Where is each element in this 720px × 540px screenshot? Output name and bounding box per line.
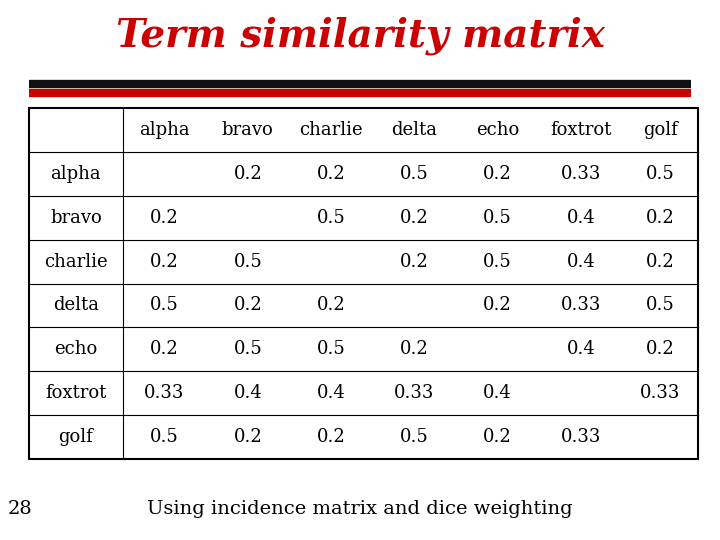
Text: 0.4: 0.4 <box>567 253 595 271</box>
Bar <box>29 108 698 459</box>
Text: 0.5: 0.5 <box>646 296 675 314</box>
Text: bravo: bravo <box>50 208 102 227</box>
Text: charlie: charlie <box>300 121 363 139</box>
Text: 0.2: 0.2 <box>150 208 179 227</box>
Text: delta: delta <box>53 296 99 314</box>
Text: Using incidence matrix and dice weighting: Using incidence matrix and dice weightin… <box>147 501 573 518</box>
Text: 0.4: 0.4 <box>567 340 595 359</box>
Text: foxtrot: foxtrot <box>45 384 107 402</box>
Text: golf: golf <box>643 121 678 139</box>
Text: 0.33: 0.33 <box>394 384 434 402</box>
Text: foxtrot: foxtrot <box>550 121 611 139</box>
Text: 0.2: 0.2 <box>233 428 262 446</box>
Text: charlie: charlie <box>44 253 108 271</box>
Text: golf: golf <box>58 428 93 446</box>
Text: alpha: alpha <box>50 165 102 183</box>
Text: 0.4: 0.4 <box>317 384 346 402</box>
Text: 0.5: 0.5 <box>233 340 262 359</box>
Text: delta: delta <box>391 121 437 139</box>
Text: 0.2: 0.2 <box>483 165 512 183</box>
Text: 0.33: 0.33 <box>561 165 601 183</box>
Text: 0.5: 0.5 <box>233 253 262 271</box>
Text: echo: echo <box>476 121 519 139</box>
Text: 0.33: 0.33 <box>640 384 680 402</box>
Text: 0.5: 0.5 <box>483 253 512 271</box>
Text: 0.2: 0.2 <box>646 253 675 271</box>
Text: 0.5: 0.5 <box>317 340 346 359</box>
Text: 0.4: 0.4 <box>233 384 262 402</box>
Text: 0.33: 0.33 <box>561 296 601 314</box>
Text: 0.5: 0.5 <box>317 208 346 227</box>
Text: 0.2: 0.2 <box>317 165 346 183</box>
Text: 0.5: 0.5 <box>150 296 179 314</box>
Text: 0.2: 0.2 <box>483 428 512 446</box>
Text: Term similarity matrix: Term similarity matrix <box>116 16 604 55</box>
Text: 0.2: 0.2 <box>646 208 675 227</box>
Text: alpha: alpha <box>139 121 190 139</box>
Text: 0.5: 0.5 <box>150 428 179 446</box>
Text: 0.2: 0.2 <box>150 253 179 271</box>
Text: 0.5: 0.5 <box>400 428 428 446</box>
Text: 0.33: 0.33 <box>561 428 601 446</box>
Text: 0.2: 0.2 <box>150 340 179 359</box>
Text: 0.2: 0.2 <box>400 340 428 359</box>
Text: 0.2: 0.2 <box>317 296 346 314</box>
Text: bravo: bravo <box>222 121 274 139</box>
Text: 0.2: 0.2 <box>400 253 428 271</box>
Text: 0.2: 0.2 <box>400 208 428 227</box>
Text: 0.2: 0.2 <box>646 340 675 359</box>
Text: echo: echo <box>54 340 97 359</box>
Text: 0.4: 0.4 <box>567 208 595 227</box>
Text: 0.5: 0.5 <box>483 208 512 227</box>
Text: 0.4: 0.4 <box>483 384 512 402</box>
Text: 0.5: 0.5 <box>400 165 428 183</box>
Text: 0.5: 0.5 <box>646 165 675 183</box>
Text: 0.2: 0.2 <box>483 296 512 314</box>
Text: 0.2: 0.2 <box>233 296 262 314</box>
Text: 28: 28 <box>7 501 32 518</box>
Text: 0.2: 0.2 <box>317 428 346 446</box>
Text: 0.2: 0.2 <box>233 165 262 183</box>
Text: 0.33: 0.33 <box>144 384 185 402</box>
